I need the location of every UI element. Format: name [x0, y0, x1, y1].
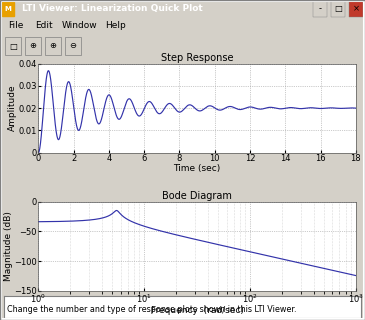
Bar: [313, 1, 327, 17]
Bar: [25, 37, 41, 55]
Bar: [45, 37, 61, 55]
Bar: [349, 1, 363, 17]
Y-axis label: Amplitude: Amplitude: [8, 85, 17, 132]
Text: ⊕: ⊕: [50, 42, 57, 51]
Bar: [2, 2, 14, 16]
X-axis label: Frequency  (rad/sec): Frequency (rad/sec): [151, 306, 243, 315]
X-axis label: Time (sec): Time (sec): [173, 164, 221, 173]
Text: ⊖: ⊖: [69, 42, 77, 51]
Text: ×: ×: [353, 4, 360, 13]
Bar: [331, 1, 345, 17]
Title: Step Response: Step Response: [161, 53, 233, 63]
Y-axis label: Magnitude (dB): Magnitude (dB): [4, 211, 13, 281]
Title: Bode Diagram: Bode Diagram: [162, 191, 232, 201]
Text: □: □: [9, 42, 17, 51]
Text: Change the number and type of response plots shown in this LTI Viewer.: Change the number and type of response p…: [7, 305, 297, 314]
Text: Window: Window: [62, 21, 97, 30]
Bar: [65, 37, 81, 55]
Text: □: □: [334, 4, 342, 13]
Text: M: M: [4, 6, 11, 12]
Bar: [5, 37, 21, 55]
Text: ⊕: ⊕: [30, 42, 36, 51]
Text: -: -: [319, 4, 322, 13]
Text: LTI Viewer: Linearization Quick Plot: LTI Viewer: Linearization Quick Plot: [22, 4, 203, 13]
Text: Edit: Edit: [35, 21, 53, 30]
Text: File: File: [8, 21, 23, 30]
Text: Help: Help: [105, 21, 126, 30]
